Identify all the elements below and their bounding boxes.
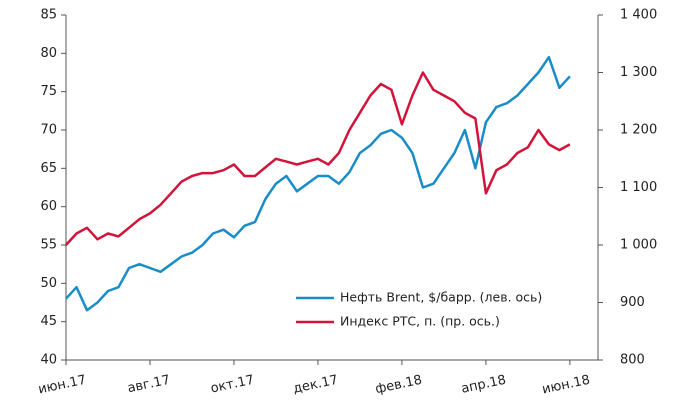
y-tick-label: 65 [40, 161, 57, 176]
x-tick-label: дек.17 [292, 373, 340, 397]
y-tick-label: 70 [40, 123, 57, 138]
y-tick-label: 40 [40, 353, 57, 368]
y-tick-label: 75 [40, 84, 57, 99]
y2-tick-label: 1 400 [620, 8, 657, 23]
y-tick-label: 85 [40, 8, 57, 23]
legend-label: Нефть Brent, $/барр. (лев. ось) [340, 290, 542, 305]
y2-tick-label: 1 300 [620, 65, 657, 80]
y-tick-label: 60 [40, 199, 57, 214]
x-tick-label: июн.17 [37, 373, 88, 398]
y-tick-label: 80 [40, 46, 57, 61]
y2-tick-label: 1 000 [620, 238, 657, 253]
x-tick-label: авг.17 [126, 373, 171, 397]
x-tick-label: окт.17 [209, 373, 255, 397]
x-tick-label: июн.18 [541, 373, 592, 398]
y-tick-label: 45 [40, 314, 57, 329]
x-tick-label: фев.18 [374, 373, 424, 398]
y2-tick-label: 900 [620, 295, 645, 310]
y-tick-label: 50 [40, 276, 57, 291]
y2-tick-label: 1 200 [620, 123, 657, 138]
series-line [65, 55, 571, 312]
x-tick-label: апр.18 [460, 373, 508, 397]
series-line [65, 71, 571, 246]
y2-tick-label: 800 [620, 353, 645, 368]
y-tick-label: 55 [40, 238, 57, 253]
legend-label: Индекс РТС, п. (пр. ось.) [340, 314, 500, 329]
y2-tick-label: 1 100 [620, 180, 657, 195]
